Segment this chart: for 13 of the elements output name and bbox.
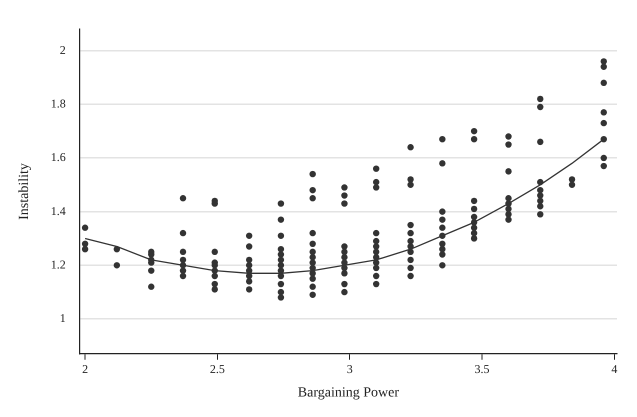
x-tick-label: 3: [346, 362, 353, 376]
y-tick-label: 1.4: [50, 204, 66, 218]
y-tick-label: 2: [60, 42, 66, 57]
x-axis-title: Bargaining Power: [298, 385, 400, 400]
x-tick-label: 3.5: [474, 362, 490, 376]
x-tick-label: 4: [611, 362, 618, 376]
y-tick-label: 1: [60, 311, 66, 326]
y-axis-title: Instability: [17, 163, 32, 220]
y-tick-label: 1.2: [50, 257, 66, 272]
y-tick-label: 1.6: [50, 150, 66, 164]
x-tick-label: 2: [82, 362, 88, 376]
x-tick-label: 2.5: [210, 362, 225, 376]
y-tick-label: 1.8: [50, 96, 66, 110]
